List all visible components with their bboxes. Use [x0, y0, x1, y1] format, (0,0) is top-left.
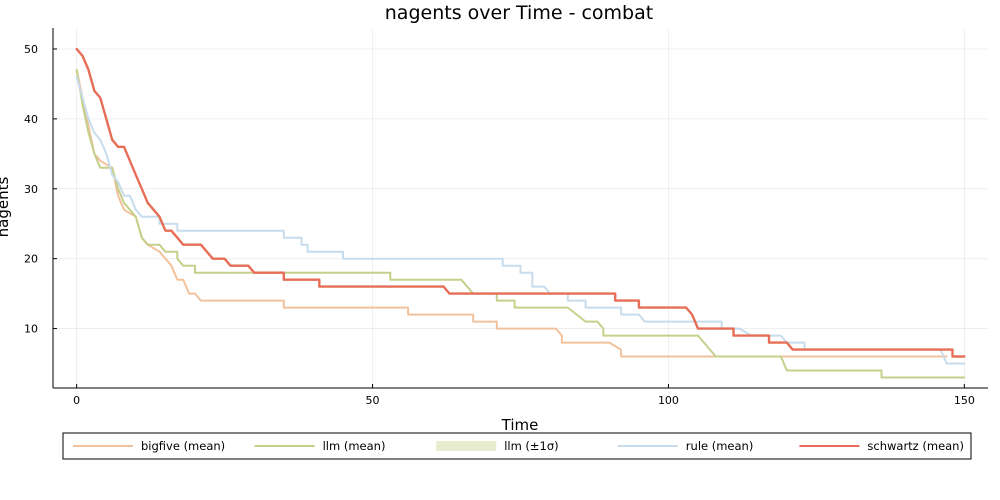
y-tick-label: 20: [24, 253, 38, 266]
series-group: [75, 47, 966, 379]
axes: 0 50 100 150 10 20 30 40 50: [24, 28, 988, 407]
series-line-llm: [75, 68, 966, 379]
y-tick-label: 30: [24, 183, 38, 196]
x-tick-label: 0: [73, 394, 80, 407]
x-tick-label: 100: [658, 394, 679, 407]
series-line-rule: [75, 75, 966, 365]
legend: bigfive (mean) llm (mean) llm (±1σ) rule (m…: [62, 432, 972, 460]
chart-title: nagents over Time - combat: [385, 2, 653, 24]
y-tick-label: 40: [24, 113, 38, 126]
y-tick-label: 10: [24, 323, 38, 336]
legend-swatch-llm: [436, 441, 497, 451]
y-tick-label: 50: [24, 43, 38, 56]
x-tick-label: 50: [366, 394, 380, 407]
legend-label-rule-mean: rule (mean): [686, 439, 754, 453]
legend-label-bigfive-mean: bigfive (mean): [141, 439, 225, 453]
grid: [53, 28, 988, 388]
legend-label-llm-mean: llm (mean): [323, 439, 386, 453]
legend-label-llm: llm (±1σ): [504, 439, 558, 453]
series-line-schwartz: [75, 47, 966, 358]
series-line-bigfive: [75, 68, 948, 358]
x-tick-label: 150: [954, 394, 975, 407]
y-axis-title: nagents: [0, 176, 12, 237]
x-axis-title: Time: [501, 416, 539, 434]
legend-label-schwartz-mean: schwartz (mean): [867, 439, 964, 453]
